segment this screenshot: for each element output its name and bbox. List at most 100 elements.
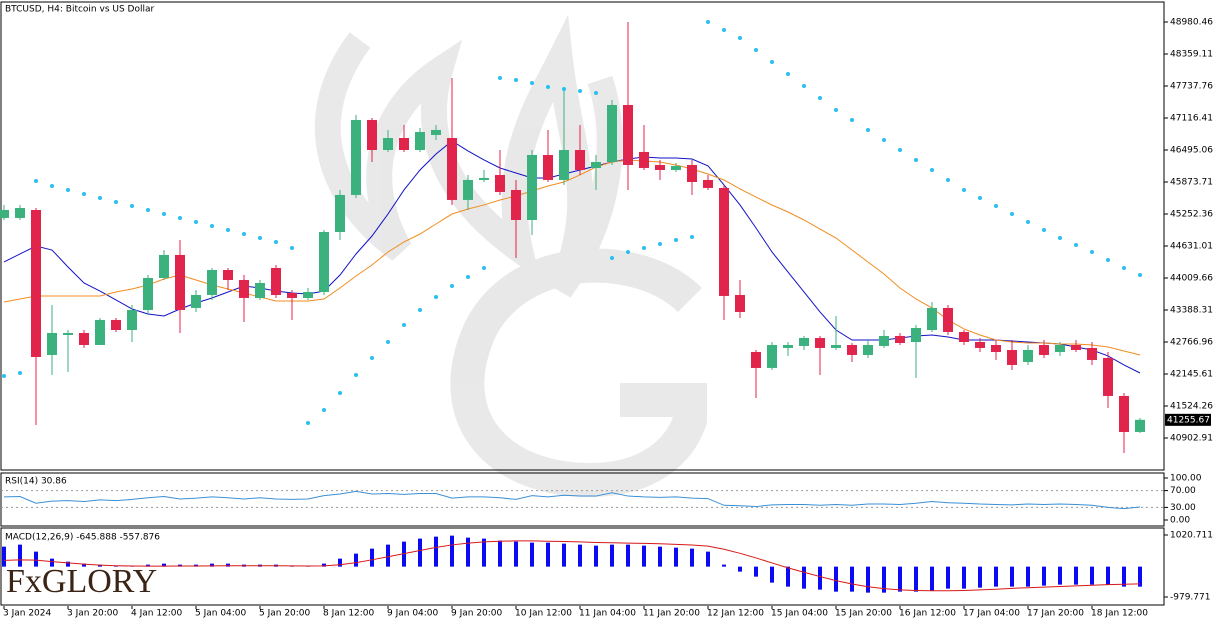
psar-dot	[674, 237, 678, 242]
x-tick-label: 9 Jan 04:00	[387, 609, 439, 619]
psar-dot	[178, 215, 182, 220]
psar-dot	[482, 265, 486, 270]
candle-body	[159, 254, 169, 278]
histogram-bar	[866, 566, 870, 593]
y-tick-label: 45252.36	[1170, 210, 1213, 220]
histogram-bar	[1026, 566, 1030, 587]
psar-dot	[258, 235, 262, 240]
candle-body	[495, 174, 505, 192]
candle-body	[1087, 347, 1097, 360]
candle-body	[527, 154, 537, 220]
x-tick-label: 11 Jan 20:00	[643, 609, 700, 619]
psar-dot	[338, 390, 342, 395]
histogram-bar	[162, 563, 166, 567]
candle-body	[783, 344, 793, 348]
histogram-bar	[66, 561, 70, 567]
y-tick-label: -979.771	[1170, 593, 1210, 603]
psar-dot	[34, 179, 38, 184]
histogram-bar	[418, 538, 422, 567]
psar-dot	[274, 239, 278, 244]
candle-body	[191, 294, 201, 308]
candle-body	[511, 189, 521, 220]
signal-line	[3, 540, 1141, 592]
psar-dot	[738, 35, 742, 40]
x-tick-label: 3 Jan 2024	[3, 609, 51, 619]
candle-body	[255, 282, 265, 298]
psar-dot	[722, 28, 726, 33]
histogram-bar	[898, 566, 902, 592]
psar-dot	[690, 234, 694, 239]
candle-body	[463, 179, 473, 200]
psar-dot	[1074, 243, 1078, 248]
candle-body	[639, 151, 649, 168]
histogram-bar	[690, 548, 694, 567]
histogram-bar	[1074, 566, 1078, 585]
psar-dot	[786, 71, 790, 76]
psar-dot	[754, 47, 758, 52]
candle-body	[1039, 344, 1049, 355]
candle-body	[399, 138, 409, 151]
histogram-bar	[18, 544, 22, 567]
candle-body	[383, 138, 393, 151]
psar-dot	[162, 211, 166, 216]
y-tick-label: 70.00	[1170, 486, 1196, 496]
psar-dot	[562, 86, 566, 91]
psar-dot	[834, 107, 838, 112]
psar-dot	[386, 339, 390, 344]
candle-body	[863, 344, 873, 355]
x-tick-label: 15 Jan 04:00	[771, 609, 828, 619]
macd-panel	[0, 527, 1165, 606]
y-tick-label: 0.00	[1170, 516, 1190, 526]
y-tick-label: 42766.96	[1170, 338, 1213, 348]
candle-body	[975, 341, 985, 348]
candle-body	[1071, 344, 1081, 350]
psar-dot	[930, 167, 934, 172]
psar-dot	[98, 196, 102, 201]
candle-body	[623, 104, 633, 165]
candle-body	[79, 332, 89, 345]
candle-body	[479, 177, 489, 180]
histogram-bar	[722, 564, 726, 567]
candle-body	[143, 277, 153, 310]
psar-dot	[498, 76, 502, 81]
psar-dot	[66, 187, 70, 192]
candle-body	[847, 344, 857, 355]
y-tick-label: 48980.46	[1170, 17, 1213, 27]
psar-dot	[850, 117, 854, 122]
histogram-bar	[50, 558, 54, 567]
histogram-bar	[82, 563, 86, 567]
candle-body	[671, 165, 681, 170]
candle-body	[895, 335, 905, 343]
chart-title: BTCUSD, H4: Bitcoin vs US Dollar	[5, 5, 154, 15]
x-tick-label: 17 Jan 20:00	[1027, 609, 1084, 619]
candle-body	[735, 294, 745, 312]
y-tick-label: 100.00	[1170, 474, 1202, 484]
histogram-bar	[2, 546, 6, 567]
psar-dot	[210, 223, 214, 228]
logo: FxGLORY	[6, 563, 157, 600]
histogram-bar	[386, 544, 390, 567]
psar-dot	[594, 90, 598, 95]
y-tick-label: 42145.61	[1170, 370, 1213, 380]
psar-dot	[994, 203, 998, 208]
histogram-bar	[338, 558, 342, 567]
candle-body	[15, 207, 25, 218]
candle-body	[959, 331, 969, 342]
psar-dot	[1042, 227, 1046, 232]
candle-body	[1007, 349, 1017, 365]
candle-body	[1055, 344, 1065, 352]
x-tick-label: 5 Jan 04:00	[195, 609, 247, 619]
psar-dot	[290, 245, 294, 250]
histogram-bar	[850, 566, 854, 592]
psar-dot	[1010, 211, 1014, 216]
x-tick-label: 17 Jan 04:00	[963, 609, 1020, 619]
histogram-bar	[770, 566, 774, 583]
psar-dot	[370, 355, 374, 360]
candle-body	[815, 337, 825, 348]
x-tick-label: 12 Jan 12:00	[707, 609, 764, 619]
histogram-bar	[1090, 566, 1094, 585]
rsi-line	[3, 490, 1141, 510]
x-tick-label: 15 Jan 20:00	[835, 609, 892, 619]
candle-body	[415, 131, 425, 151]
